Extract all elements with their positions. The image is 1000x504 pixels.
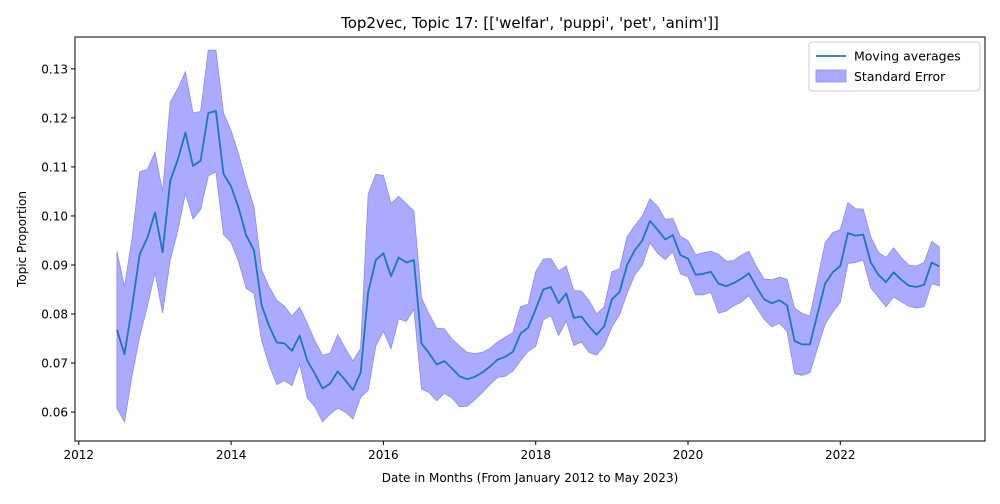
y-tick-label: 0.13 — [41, 62, 68, 76]
x-tick-label: 2014 — [216, 448, 247, 462]
chart-title: Top2vec, Topic 17: [['welfar', 'puppi', … — [340, 14, 719, 32]
plot-area: 2012 2014 2016 2018 2020 2022 0.060.070.080.0… — [41, 36, 986, 462]
x-axis-label: Date in Months (From January 2012 to May… — [382, 471, 679, 485]
plot-frame — [74, 36, 986, 442]
y-axis-ticks: 0.06 0.07 0.08 0.09 0.10 0.11 0.12 0.13 — [41, 62, 75, 420]
legend-band-swatch — [815, 69, 847, 83]
x-tick-label: 2018 — [520, 448, 551, 462]
x-tick-label: 2020 — [673, 448, 704, 462]
legend-label-moving-averages: Moving averages — [854, 49, 961, 64]
y-tick-label: 0.06 — [41, 406, 68, 420]
y-axis-label: Topic Proportion — [15, 191, 29, 288]
y-tick-label: 0.08 — [41, 308, 68, 322]
legend-box — [808, 41, 981, 92]
y-tick-label: 0.10 — [41, 209, 68, 223]
legend: Moving averages Standard Error — [808, 41, 981, 92]
x-tick-label: 2012 — [64, 448, 95, 462]
legend-label-standard-error: Standard Error — [854, 69, 946, 84]
x-tick-label: 2016 — [368, 448, 399, 462]
x-axis-ticks: 2012 2014 2016 2018 2020 2022 — [64, 441, 856, 462]
y-tick-label: 0.11 — [41, 160, 68, 174]
standard-error-band — [116, 49, 940, 424]
y-tick-label: 0.09 — [41, 258, 68, 272]
y-tick-label: 0.12 — [41, 111, 68, 125]
y-tick-label: 0.07 — [41, 357, 68, 371]
moving-averages-line — [116, 110, 940, 391]
x-tick-label: 2022 — [825, 448, 856, 462]
